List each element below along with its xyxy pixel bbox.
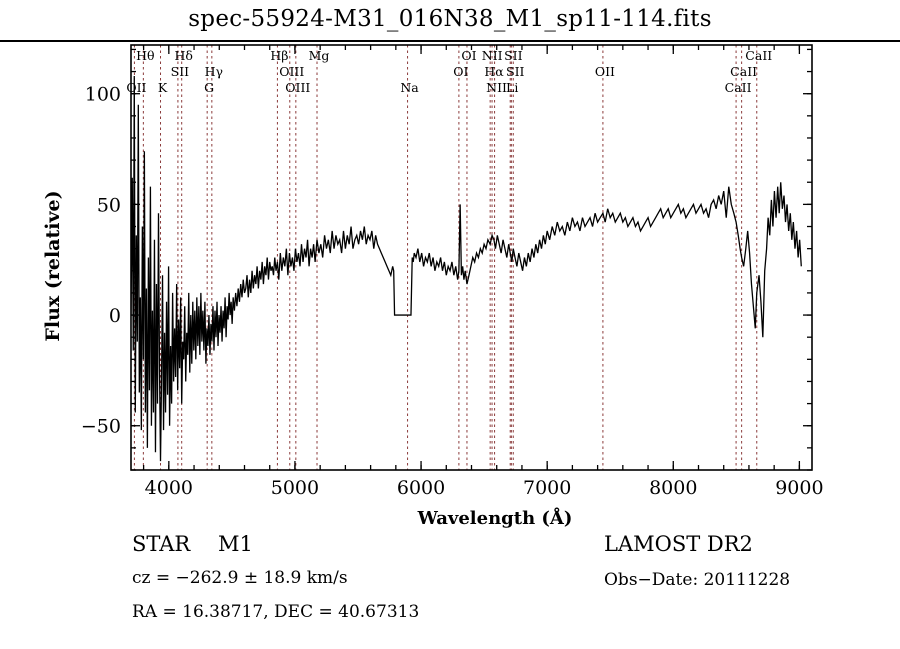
plot-frame — [130, 44, 813, 471]
line-label-CaII: CaII — [730, 64, 757, 79]
line-label-OIII: OIII — [285, 80, 310, 95]
tick-label-group: 4000 5000 6000 7000 8000 9000 −50 0 50 100 — [81, 84, 824, 499]
line-label-Hα: Hα — [484, 64, 504, 79]
x-tick-label: 6000 — [397, 477, 445, 499]
spectral-class-label: M1 — [218, 532, 253, 556]
redshift-velocity-label: cz = −262.9 ± 18.9 km/s — [132, 568, 348, 588]
y-tick-label: 0 — [109, 305, 121, 327]
line-marker-group — [133, 45, 758, 470]
line-label-Mg: Mg — [309, 48, 330, 63]
object-type-label: STAR — [132, 532, 191, 556]
page-title: spec-55924-M31_016N38_M1_sp11-114.fits — [188, 6, 712, 32]
line-label-Hδ: Hδ — [174, 48, 192, 63]
line-label-Hγ: Hγ — [205, 64, 223, 79]
line-label-SII: SII — [506, 64, 525, 79]
line-label-NII: NII — [482, 48, 503, 63]
obs-date-label: Obs−Date: 20111228 — [604, 570, 791, 590]
line-label-Hβ: Hβ — [270, 48, 288, 63]
spectrum-trace-group — [131, 75, 802, 462]
x-tick-label: 9000 — [775, 477, 823, 499]
title-divider — [0, 40, 900, 42]
y-tick-label: −50 — [81, 416, 121, 438]
line-label-Na: Na — [400, 80, 419, 95]
line-label-Hθ: Hθ — [136, 48, 154, 63]
y-tick-label: 100 — [85, 84, 121, 106]
x-tick-label: 8000 — [649, 477, 697, 499]
line-label-K: K — [158, 80, 168, 95]
line-label-OII: OII — [595, 64, 615, 79]
y-axis-title: Flux (relative) — [42, 190, 64, 342]
line-label-OIII: OIII — [279, 64, 304, 79]
x-axis-title: Wavelength (Å) — [417, 508, 573, 529]
x-tick-label: 4000 — [145, 477, 193, 499]
line-label-SII: SII — [171, 64, 190, 79]
coordinates-label: RA = 16.38717, DEC = 40.67313 — [132, 602, 420, 622]
survey-label: LAMOST DR2 — [604, 532, 753, 556]
spectrum-trace — [131, 75, 802, 462]
line-label-OI: OI — [461, 48, 476, 63]
line-label-Li: Li — [506, 80, 518, 95]
x-tick-label: 5000 — [271, 477, 319, 499]
line-label-CaII: CaII — [745, 48, 772, 63]
line-label-SII: SII — [504, 48, 523, 63]
axes-group — [130, 44, 813, 471]
line-label-G: G — [204, 80, 214, 95]
line-label-OI: OI — [453, 64, 468, 79]
line-label-CaII: CaII — [725, 80, 752, 95]
y-tick-label: 50 — [97, 194, 121, 216]
line-label-NII: NII — [486, 80, 507, 95]
x-tick-label: 7000 — [523, 477, 571, 499]
line-label-OII: OII — [126, 80, 146, 95]
